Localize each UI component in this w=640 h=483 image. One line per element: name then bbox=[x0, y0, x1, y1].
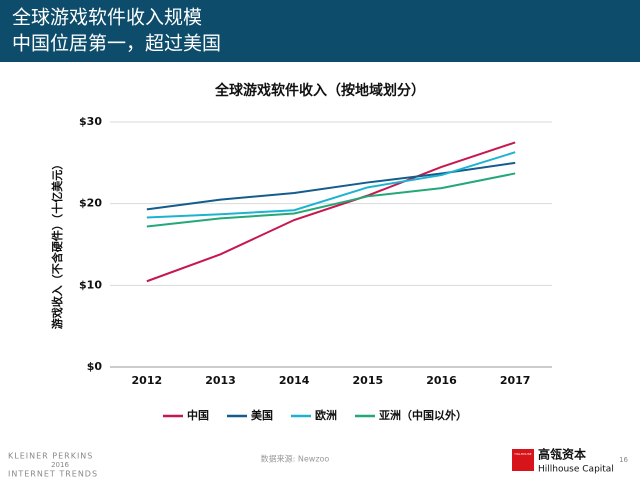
series-line bbox=[146, 141, 516, 283]
y-tick-label: $30 bbox=[79, 115, 102, 128]
slide-title: 全球游戏软件收入规模 bbox=[12, 7, 202, 29]
series-line bbox=[146, 151, 516, 219]
brand: KLEINER PERKINS bbox=[8, 452, 93, 461]
x-tick-label: 2012 bbox=[132, 374, 163, 387]
x-tick-label: 2013 bbox=[205, 374, 236, 387]
x-tick-label: 2014 bbox=[279, 374, 310, 387]
legend-label: 亚洲（中国以外） bbox=[379, 408, 467, 422]
header-band bbox=[0, 0, 640, 62]
page-number: 16 bbox=[619, 456, 628, 464]
legend-label: 欧洲 bbox=[315, 408, 337, 422]
legend-label: 中国 bbox=[187, 408, 209, 422]
x-tick-label: 2015 bbox=[353, 374, 384, 387]
slide-title: 中国位居第一，超过美国 bbox=[12, 33, 221, 55]
logo-en: Hillhouse Capital bbox=[538, 465, 614, 475]
chart-title: 全球游戏软件收入（按地域划分） bbox=[214, 82, 425, 99]
x-tick-label: 2017 bbox=[500, 374, 531, 387]
y-axis-label: 游戏收入（不含硬件）（十亿美元） bbox=[50, 159, 64, 330]
brand: INTERNET TRENDS bbox=[8, 470, 98, 479]
brand: 2016 bbox=[51, 461, 69, 469]
logo-square bbox=[512, 449, 534, 471]
source-note: 数据来源: Newzoo bbox=[261, 454, 330, 464]
x-tick-label: 2016 bbox=[426, 374, 457, 387]
y-tick-label: $10 bbox=[79, 278, 102, 291]
series-line bbox=[146, 172, 516, 228]
logo-cn: 高瓴资本 bbox=[538, 447, 586, 462]
y-tick-label: $20 bbox=[79, 197, 102, 210]
legend-label: 美国 bbox=[251, 408, 273, 422]
logo-mark: HILLHOUSE bbox=[514, 452, 531, 456]
y-tick-label: $0 bbox=[87, 360, 103, 373]
